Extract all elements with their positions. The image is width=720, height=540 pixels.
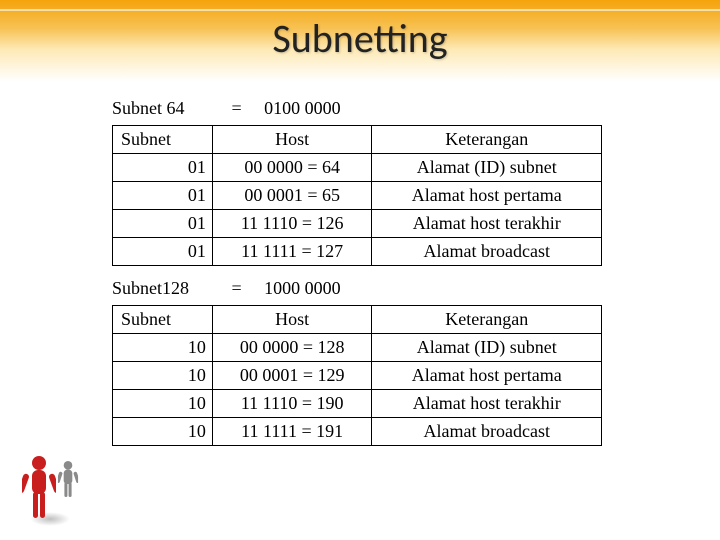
- table-header-row: Subnet Host Keterangan: [113, 306, 602, 334]
- figure-shadow: [30, 512, 70, 526]
- person-gray-icon: [58, 460, 78, 499]
- cell-host: 11 1110 = 126: [212, 210, 372, 238]
- cell-desc: Alamat host terakhir: [372, 210, 602, 238]
- subnet64-table: Subnet Host Keterangan 01 00 0000 = 64 A…: [112, 125, 602, 266]
- cell-desc: Alamat (ID) subnet: [372, 154, 602, 182]
- table-row: 10 00 0001 = 129 Alamat host pertama: [113, 362, 602, 390]
- cell-desc: Alamat broadcast: [372, 418, 602, 446]
- subnet128-eq: =: [232, 278, 242, 298]
- table-row: 01 00 0001 = 65 Alamat host pertama: [113, 182, 602, 210]
- cell-desc: Alamat broadcast: [372, 238, 602, 266]
- subnet128-label: Subnet128: [112, 278, 227, 299]
- subnet64-heading: Subnet 64 = 0100 0000: [112, 98, 602, 119]
- th-keterangan: Keterangan: [372, 306, 602, 334]
- subnet128-table: Subnet Host Keterangan 10 00 0000 = 128 …: [112, 305, 602, 446]
- subnet128-bits: 1000 0000: [264, 278, 341, 299]
- table-row: 10 00 0000 = 128 Alamat (ID) subnet: [113, 334, 602, 362]
- cell-prefix: 01: [113, 210, 213, 238]
- cell-host: 00 0000 = 64: [212, 154, 372, 182]
- person-red-icon: [22, 454, 56, 520]
- cell-desc: Alamat host terakhir: [372, 390, 602, 418]
- content-area: Subnet 64 = 0100 0000 Subnet Host Ketera…: [112, 98, 602, 458]
- cell-desc: Alamat host pertama: [372, 362, 602, 390]
- cell-host: 11 1111 = 191: [212, 418, 372, 446]
- cell-desc: Alamat host pertama: [372, 182, 602, 210]
- cell-prefix: 01: [113, 238, 213, 266]
- page-title: Subnetting: [0, 14, 720, 63]
- banner-accent-line: [0, 9, 720, 11]
- th-subnet: Subnet: [113, 126, 213, 154]
- th-keterangan: Keterangan: [372, 126, 602, 154]
- cell-host: 11 1111 = 127: [212, 238, 372, 266]
- cell-prefix: 01: [113, 154, 213, 182]
- cell-host: 00 0001 = 129: [212, 362, 372, 390]
- cell-host: 11 1110 = 190: [212, 390, 372, 418]
- cell-desc: Alamat (ID) subnet: [372, 334, 602, 362]
- table-row: 01 11 1110 = 126 Alamat host terakhir: [113, 210, 602, 238]
- table-header-row: Subnet Host Keterangan: [113, 126, 602, 154]
- table-row: 10 11 1110 = 190 Alamat host terakhir: [113, 390, 602, 418]
- cell-prefix: 10: [113, 418, 213, 446]
- subnet128-heading: Subnet128 = 1000 0000: [112, 278, 602, 299]
- decorative-figures: [12, 439, 82, 534]
- cell-host: 00 0000 = 128: [212, 334, 372, 362]
- table-row: 10 11 1111 = 191 Alamat broadcast: [113, 418, 602, 446]
- cell-prefix: 10: [113, 362, 213, 390]
- cell-prefix: 01: [113, 182, 213, 210]
- subnet64-bits: 0100 0000: [264, 98, 341, 119]
- th-host: Host: [212, 126, 372, 154]
- table-row: 01 11 1111 = 127 Alamat broadcast: [113, 238, 602, 266]
- table-row: 01 00 0000 = 64 Alamat (ID) subnet: [113, 154, 602, 182]
- th-host: Host: [212, 306, 372, 334]
- subnet64-eq: =: [232, 98, 242, 118]
- subnet64-label: Subnet 64: [112, 98, 227, 119]
- cell-prefix: 10: [113, 390, 213, 418]
- th-subnet: Subnet: [113, 306, 213, 334]
- cell-prefix: 10: [113, 334, 213, 362]
- cell-host: 00 0001 = 65: [212, 182, 372, 210]
